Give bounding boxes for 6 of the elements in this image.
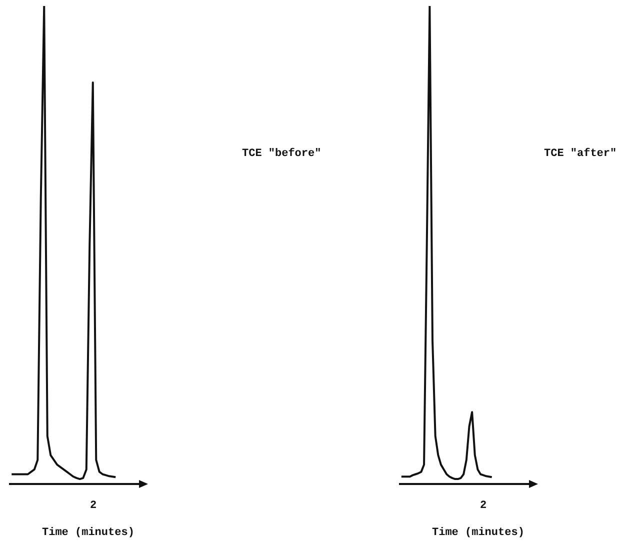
x-axis-title: Time (minutes) [432,527,524,539]
x-axis-title: Time (minutes) [42,527,134,539]
text: TCE "before" [242,148,322,160]
text: 2 [480,500,487,512]
text: TCE "after" [544,148,617,160]
text: 2 [90,500,97,512]
